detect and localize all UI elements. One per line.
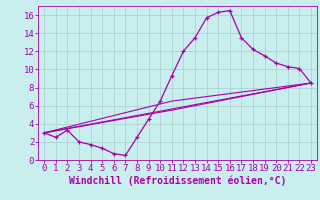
X-axis label: Windchill (Refroidissement éolien,°C): Windchill (Refroidissement éolien,°C) [69, 176, 286, 186]
